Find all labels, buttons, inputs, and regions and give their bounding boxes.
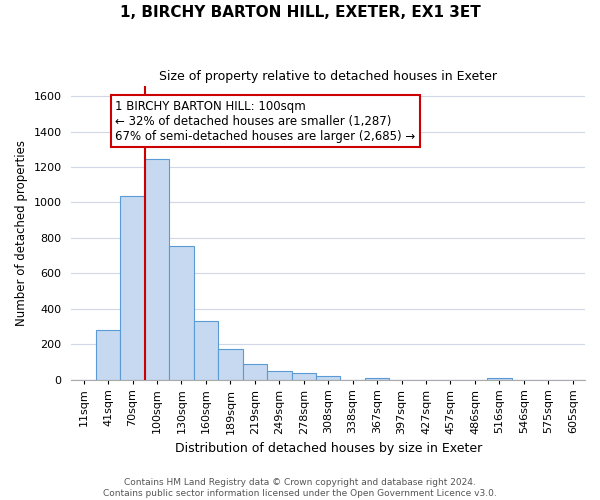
Bar	[96, 330, 121, 380]
Title: Size of property relative to detached houses in Exeter: Size of property relative to detached ho…	[159, 70, 497, 83]
Bar	[218, 348, 242, 380]
Text: 1, BIRCHY BARTON HILL, EXETER, EX1 3ET: 1, BIRCHY BARTON HILL, EXETER, EX1 3ET	[119, 5, 481, 20]
Bar	[169, 246, 194, 380]
Bar	[194, 321, 218, 380]
Bar	[121, 196, 145, 380]
Bar	[267, 370, 292, 380]
Bar	[242, 364, 267, 380]
Bar	[316, 376, 340, 380]
Y-axis label: Number of detached properties: Number of detached properties	[15, 140, 28, 326]
Text: 1 BIRCHY BARTON HILL: 100sqm
← 32% of detached houses are smaller (1,287)
67% of: 1 BIRCHY BARTON HILL: 100sqm ← 32% of de…	[115, 100, 416, 142]
X-axis label: Distribution of detached houses by size in Exeter: Distribution of detached houses by size …	[175, 442, 482, 455]
Bar	[365, 378, 389, 380]
Bar	[292, 373, 316, 380]
Bar	[145, 159, 169, 380]
Text: Contains HM Land Registry data © Crown copyright and database right 2024.
Contai: Contains HM Land Registry data © Crown c…	[103, 478, 497, 498]
Bar	[487, 378, 512, 380]
